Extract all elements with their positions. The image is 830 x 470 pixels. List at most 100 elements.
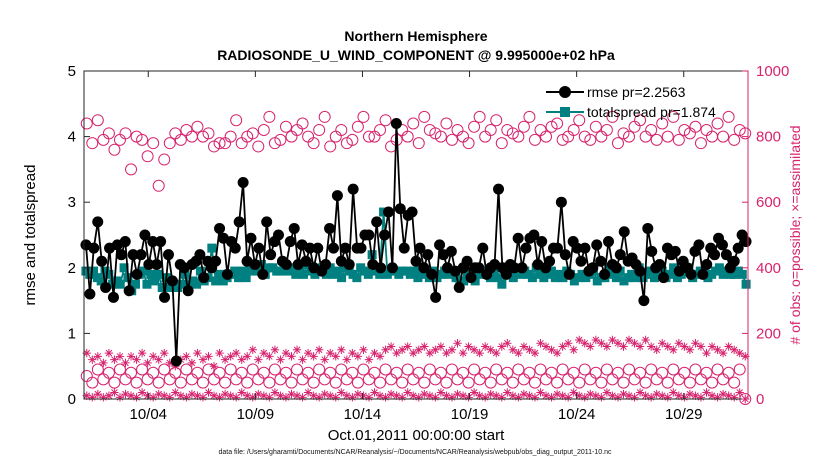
assimilated_upper-marker (508, 345, 518, 354)
assimilated_lower-marker (303, 388, 313, 397)
possible_upper-marker (119, 127, 132, 140)
assimilated_upper-marker (386, 342, 396, 351)
assimilated_upper-marker (287, 352, 296, 361)
assimilated_lower-marker (276, 391, 285, 400)
rmse-marker (559, 249, 571, 261)
rmse-marker (347, 183, 359, 195)
possible_upper-marker (324, 140, 337, 153)
rmse-marker (430, 291, 442, 303)
rmse-marker (646, 245, 658, 257)
assimilated_upper-marker (447, 345, 457, 354)
rmse-marker (618, 226, 630, 238)
x-tick-label: 10/04 (129, 406, 167, 423)
possible_upper-marker (739, 127, 752, 140)
rmse-marker (473, 262, 485, 274)
assimilated_lower-marker (447, 393, 457, 402)
assimilated_lower-marker (619, 389, 628, 399)
assimilated_upper-marker (220, 355, 230, 364)
totalspread-marker (142, 279, 152, 289)
possible_upper-marker (313, 124, 326, 137)
rmse-marker (182, 285, 194, 297)
possible_lower-marker (136, 363, 149, 376)
assimilated_upper-marker (331, 352, 340, 361)
assimilated_lower-marker (669, 388, 678, 397)
rmse-marker (551, 242, 563, 254)
possible_upper-marker (462, 137, 475, 150)
x-tick-label: 10/29 (665, 406, 703, 423)
assimilated_upper-marker (425, 348, 435, 358)
possible_upper-marker (379, 114, 392, 127)
assimilated_lower-marker (503, 388, 512, 397)
possible_lower-marker (246, 363, 259, 376)
rmse-marker (599, 268, 611, 280)
rmse-marker (610, 262, 622, 274)
assimilated_upper-marker (137, 348, 147, 358)
rmse-marker (669, 245, 681, 257)
assimilated_upper-marker (381, 345, 390, 354)
rmse-marker (300, 255, 312, 267)
totalspread-marker (413, 273, 423, 283)
x-tick-label: 10/19 (451, 406, 489, 423)
rmse-marker (516, 262, 528, 274)
assimilated_lower-marker (569, 388, 578, 397)
x-tick-label: 10/24 (558, 406, 596, 423)
assimilated_upper-marker (276, 355, 285, 364)
rmse-marker (720, 249, 732, 261)
assimilated_lower-marker (132, 393, 141, 402)
possible_lower-marker (191, 366, 204, 379)
assimilated_upper-marker (154, 355, 163, 364)
assimilated_lower-marker (674, 391, 684, 400)
totalspread-marker (207, 243, 217, 253)
possible_lower-marker (490, 363, 503, 376)
totalspread-marker (211, 276, 221, 286)
totalspread-marker (138, 266, 148, 276)
possible_lower-marker (468, 363, 481, 376)
assimilated_lower-marker (724, 391, 733, 400)
totalspread-marker (96, 276, 106, 286)
assimilated_lower-marker (115, 393, 125, 402)
rmse-marker (363, 229, 375, 241)
assimilated_upper-marker (458, 348, 468, 358)
assimilated_upper-marker (254, 355, 263, 364)
rmse-marker (284, 236, 296, 248)
possible_upper-marker (440, 117, 453, 130)
possible_upper-marker (517, 120, 530, 133)
possible_lower-marker (462, 376, 475, 389)
totalspread-marker (630, 273, 640, 283)
assimilated_lower-marker (436, 388, 446, 397)
possible_lower-marker (125, 366, 138, 379)
rmse-marker (603, 236, 615, 248)
assimilated_upper-marker (88, 355, 97, 364)
assimilated_upper-marker (608, 335, 617, 345)
assimilated_lower-marker (353, 389, 363, 399)
totalspread-marker (234, 273, 244, 283)
possible_upper-marker (125, 163, 138, 176)
assimilated_lower-marker (602, 388, 612, 397)
possible_lower-marker (91, 363, 104, 376)
possible_lower-marker (351, 376, 364, 389)
rmse-marker (493, 183, 505, 195)
rmse-marker (253, 242, 265, 254)
rmse-marker (693, 239, 705, 251)
possible_lower-marker (196, 376, 209, 389)
rmse-marker (634, 265, 646, 277)
possible_upper-marker (623, 130, 636, 143)
possible_lower-marker (595, 376, 608, 389)
assimilated_lower-marker (359, 391, 368, 400)
rmse-marker (445, 245, 457, 257)
assimilated_upper-marker (397, 345, 407, 354)
assimilated_upper-marker (342, 355, 352, 364)
assimilated_lower-marker (198, 393, 208, 402)
assimilated_upper-marker (348, 348, 357, 358)
assimilated_upper-marker (298, 355, 307, 364)
rmse-marker (327, 242, 339, 254)
rmse-marker (375, 262, 387, 274)
assimilated_upper-marker (630, 339, 639, 348)
possible_lower-marker (700, 366, 713, 379)
rmse-marker (119, 236, 131, 248)
chart-title-line2: RADIOSONDE_U_WIND_COMPONENT @ 9.995000e+… (217, 47, 615, 63)
y-right-tick-label: 0 (756, 391, 764, 408)
possible_lower-marker (501, 366, 514, 379)
rmse-marker (147, 236, 159, 248)
rmse-marker (716, 239, 728, 251)
